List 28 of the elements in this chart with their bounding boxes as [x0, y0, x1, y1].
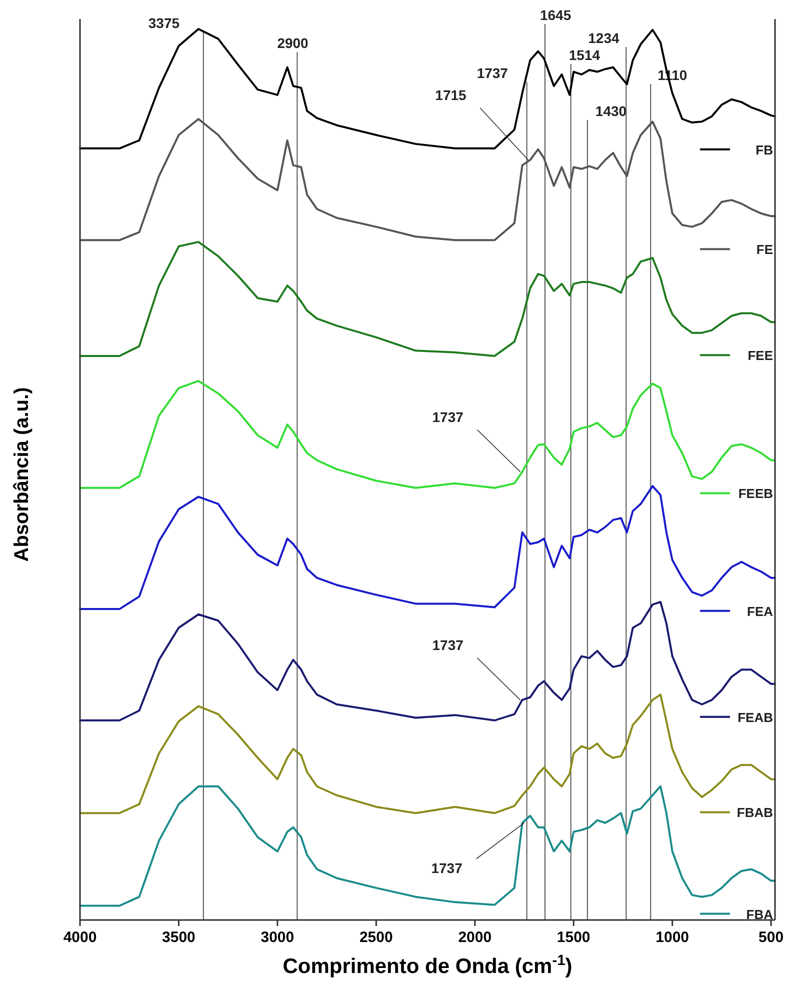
x-tick-label: 2000	[458, 929, 492, 946]
legend-label: FEE	[748, 348, 774, 364]
ref-line-label: 1514	[568, 47, 600, 63]
legend-label: FE	[756, 242, 774, 258]
ref-line-label: 1737	[476, 65, 508, 81]
x-axis-title: Comprimento de Onda (cm$^{-1}$)	[282, 953, 572, 978]
annotation: 1737	[432, 636, 464, 653]
legend-label: FBA	[746, 906, 774, 922]
annotation: 1715	[435, 86, 467, 103]
x-tick-label: 1000	[656, 929, 690, 946]
ref-line-label: 2900	[277, 35, 309, 51]
annotation: 1737	[432, 408, 464, 425]
x-tick-label: 3000	[260, 929, 294, 946]
legend-label: FBAB	[736, 805, 773, 820]
annotation: 1737	[431, 860, 463, 876]
x-tick-label: 1500	[556, 929, 590, 946]
legend-label: FEA	[747, 604, 774, 619]
x-tick-label: 2500	[359, 929, 393, 946]
y-axis-title: Absorbância (a.u.)	[11, 387, 33, 562]
ref-line-label: 1234	[588, 30, 620, 46]
legend-label: FEAB	[738, 710, 773, 725]
legend-label: FB	[756, 142, 773, 158]
ref-line-label: 1645	[540, 7, 572, 23]
legend-label: FEEB	[738, 486, 773, 502]
x-tick-label: 500	[758, 929, 784, 946]
ref-line-label: 3375	[148, 15, 180, 31]
x-tick-label: 3500	[162, 929, 196, 946]
x-tick-label: 4000	[63, 929, 97, 946]
